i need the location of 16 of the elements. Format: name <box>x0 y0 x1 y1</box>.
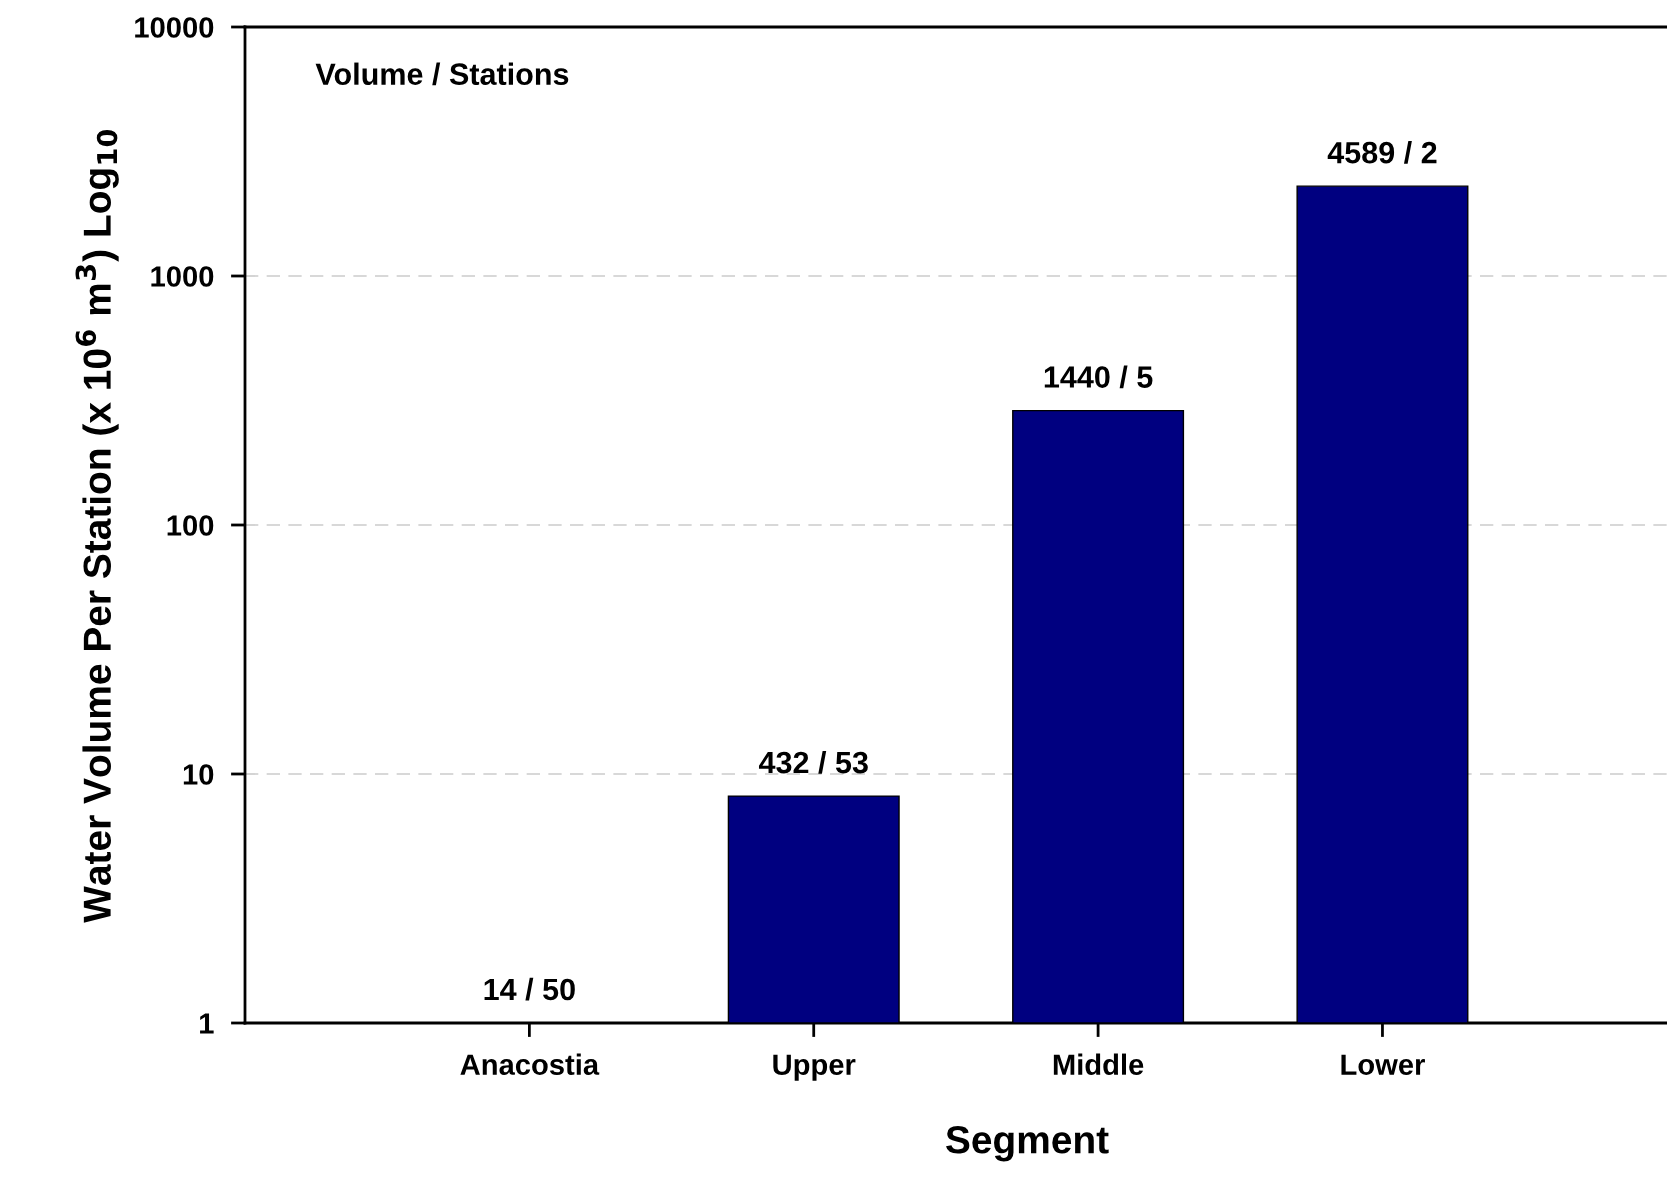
x-tick-label: Middle <box>1053 1053 1144 1075</box>
x-tick-label: Upper <box>773 1054 856 1081</box>
x-tick-label: Anacostia <box>460 1053 600 1075</box>
x-tick-label: Lower <box>1341 1054 1425 1075</box>
y-tick-label: 10000 <box>135 17 214 38</box>
annotation: Volume / Stations <box>315 62 569 86</box>
y-tick-label: 1000 <box>151 266 214 287</box>
y-tick-label: 1 <box>200 1013 214 1034</box>
annotation: 432 / 53 <box>758 750 868 774</box>
y-axis-title: Water Volume Per Station (x 10$^{6}$ m$^{3}$) Log$_{10}$ <box>75 129 119 923</box>
y-tick-label: 100 <box>167 515 214 536</box>
annotation: 1440 / 5 <box>1044 365 1153 389</box>
annotation: 4589 / 2 <box>1327 141 1437 164</box>
annotation: 14 / 50 <box>484 977 575 1001</box>
y-tick-label: 10 <box>183 764 214 785</box>
x-axis-title: Segment <box>946 1126 1109 1162</box>
